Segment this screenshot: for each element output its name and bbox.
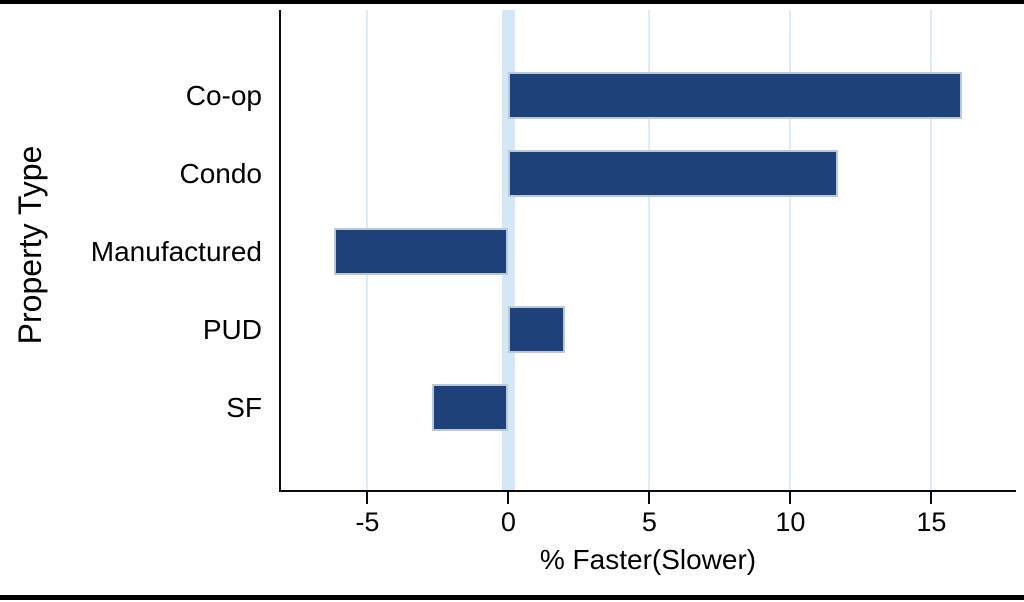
x-axis-line <box>279 490 1016 492</box>
x-tick--5 <box>366 492 369 504</box>
bar-co-op <box>508 72 963 119</box>
figure-top-border <box>0 0 1024 4</box>
figure-bottom-border <box>0 595 1024 600</box>
bar-condo <box>508 150 839 197</box>
x-tick-10 <box>789 492 792 504</box>
category-label-manufactured: Manufactured <box>90 235 262 267</box>
gridline-15 <box>930 10 933 490</box>
x-tick-label--5: -5 <box>355 507 380 537</box>
gridline-10 <box>789 10 792 490</box>
bar-sf <box>432 384 509 431</box>
x-tick-label-10: 10 <box>775 507 806 537</box>
bar-manufactured <box>333 228 509 275</box>
gridline-5 <box>648 10 651 490</box>
x-axis-title: % Faster(Slower) <box>539 544 757 575</box>
y-axis-line <box>279 10 281 491</box>
zero-gridline <box>501 10 515 490</box>
x-tick-5 <box>648 492 651 504</box>
x-tick-label-15: 15 <box>916 507 947 537</box>
category-label-co-op: Co-op <box>185 79 262 111</box>
x-tick-label-0: 0 <box>500 507 516 537</box>
category-label-sf: SF <box>226 391 262 423</box>
x-tick-label-5: 5 <box>641 507 657 537</box>
category-label-condo: Condo <box>179 157 262 189</box>
category-label-pud: PUD <box>202 313 262 345</box>
x-tick-0 <box>507 492 510 504</box>
bar-pud <box>508 306 565 353</box>
x-tick-15 <box>930 492 933 504</box>
